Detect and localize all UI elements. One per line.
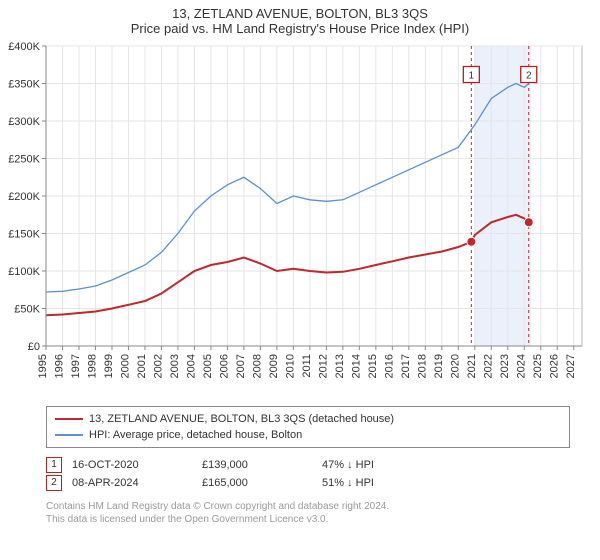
svg-text:2022: 2022 <box>482 354 494 378</box>
svg-text:2003: 2003 <box>169 354 181 378</box>
svg-text:2010: 2010 <box>284 354 296 378</box>
svg-text:2026: 2026 <box>548 354 560 378</box>
svg-text:1998: 1998 <box>86 354 98 378</box>
svg-text:£200K: £200K <box>8 191 40 203</box>
marker-badge: 1 <box>46 457 62 473</box>
legend: 13, ZETLAND AVENUE, BOLTON, BL3 3QS (det… <box>46 406 570 448</box>
svg-text:2001: 2001 <box>136 354 148 378</box>
svg-text:£150K: £150K <box>8 229 40 241</box>
legend-row: 13, ZETLAND AVENUE, BOLTON, BL3 3QS (det… <box>55 411 561 427</box>
svg-text:2019: 2019 <box>433 354 445 378</box>
sale-pct: 47% ↓ HPI <box>322 459 374 471</box>
svg-text:£0: £0 <box>28 341 40 353</box>
svg-text:1997: 1997 <box>70 354 82 378</box>
marker-badge: 2 <box>46 475 62 491</box>
sale-row: 1 16-OCT-2020£139,00047% ↓ HPI <box>46 456 570 474</box>
sale-price: £139,000 <box>202 459 322 471</box>
svg-text:2017: 2017 <box>400 354 412 378</box>
svg-text:2018: 2018 <box>416 354 428 378</box>
sale-pct: 51% ↓ HPI <box>322 477 374 489</box>
svg-text:2015: 2015 <box>367 354 379 378</box>
svg-text:2000: 2000 <box>119 354 131 378</box>
sale-date: 08-APR-2024 <box>72 477 202 489</box>
legend-row: HPI: Average price, detached house, Bolt… <box>55 427 561 443</box>
svg-text:2020: 2020 <box>449 354 461 378</box>
sale-price: £165,000 <box>202 477 322 489</box>
svg-text:2011: 2011 <box>301 354 313 378</box>
svg-text:1999: 1999 <box>103 354 115 378</box>
footer-line: This data is licensed under the Open Gov… <box>46 513 570 526</box>
svg-text:2005: 2005 <box>202 354 214 378</box>
svg-text:2002: 2002 <box>152 354 164 378</box>
svg-text:2008: 2008 <box>251 354 263 378</box>
svg-text:2025: 2025 <box>532 354 544 378</box>
price-chart: £0 £50K £100K £150K £200K £250K £300K £350K £400… <box>0 36 600 406</box>
svg-text:2006: 2006 <box>218 354 230 378</box>
footer-line: Contains HM Land Registry data © Crown c… <box>46 500 570 513</box>
legend-label: 13, ZETLAND AVENUE, BOLTON, BL3 3QS (det… <box>89 413 394 425</box>
svg-text:2027: 2027 <box>565 354 577 378</box>
svg-text:1996: 1996 <box>53 354 65 378</box>
svg-text:£300K: £300K <box>8 116 40 128</box>
legend-swatch-red <box>55 418 83 420</box>
sale-date: 16-OCT-2020 <box>72 459 202 471</box>
svg-text:£250K: £250K <box>8 154 40 166</box>
svg-text:1995: 1995 <box>37 354 49 378</box>
svg-text:2009: 2009 <box>268 354 280 378</box>
svg-text:1: 1 <box>469 71 475 82</box>
svg-text:2007: 2007 <box>235 354 247 378</box>
svg-text:2016: 2016 <box>383 354 395 378</box>
svg-text:2021: 2021 <box>466 354 478 378</box>
legend-swatch-blue <box>55 434 83 436</box>
legend-label: HPI: Average price, detached house, Bolt… <box>89 429 302 441</box>
footer: Contains HM Land Registry data © Crown c… <box>46 500 570 526</box>
svg-text:£350K: £350K <box>8 79 40 91</box>
sales-table: 1 16-OCT-2020£139,00047% ↓ HPI 2 08-APR-202… <box>46 456 570 492</box>
title-subtitle: Price paid vs. HM Land Registry's House … <box>0 21 600 36</box>
svg-text:2: 2 <box>526 71 532 82</box>
svg-text:2024: 2024 <box>515 354 527 378</box>
svg-text:2004: 2004 <box>185 354 197 378</box>
svg-text:£100K: £100K <box>8 266 40 278</box>
title-address: 13, ZETLAND AVENUE, BOLTON, BL3 3QS <box>0 6 600 21</box>
svg-text:2013: 2013 <box>334 354 346 378</box>
svg-text:£400K: £400K <box>8 41 40 53</box>
svg-text:2012: 2012 <box>317 354 329 378</box>
sale-row: 2 08-APR-2024£165,00051% ↓ HPI <box>46 474 570 492</box>
svg-text:2014: 2014 <box>350 354 362 378</box>
svg-text:2023: 2023 <box>499 354 511 378</box>
svg-text:£50K: £50K <box>14 304 40 316</box>
